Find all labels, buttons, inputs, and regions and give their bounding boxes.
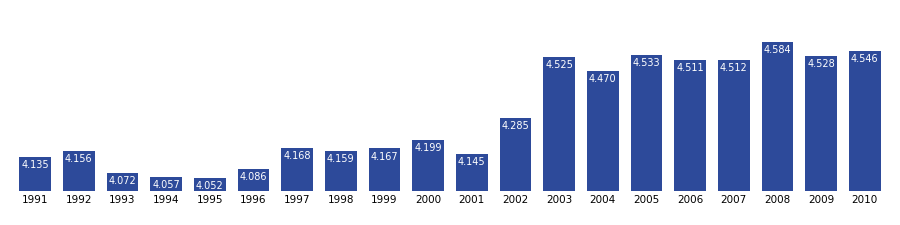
Text: 4.159: 4.159 — [327, 154, 355, 164]
Text: 4.528: 4.528 — [807, 59, 835, 69]
Text: 4.072: 4.072 — [109, 176, 137, 186]
Bar — [194, 178, 226, 191]
Text: 4.512: 4.512 — [720, 63, 748, 73]
Bar — [631, 55, 662, 191]
Bar — [587, 71, 618, 191]
Bar — [761, 42, 793, 191]
Bar — [325, 151, 356, 191]
Bar — [849, 51, 880, 191]
Text: 4.285: 4.285 — [501, 121, 529, 131]
Text: 4.135: 4.135 — [22, 160, 49, 170]
Bar — [369, 148, 400, 191]
Text: 4.511: 4.511 — [676, 63, 704, 73]
Text: 4.470: 4.470 — [589, 74, 616, 84]
Text: 4.199: 4.199 — [414, 143, 442, 153]
Text: 4.156: 4.156 — [65, 154, 93, 164]
Text: 4.525: 4.525 — [545, 60, 573, 70]
Bar — [674, 60, 706, 191]
Bar — [456, 154, 488, 191]
Text: 4.546: 4.546 — [851, 54, 878, 64]
Text: 4.086: 4.086 — [239, 172, 267, 182]
Bar — [63, 151, 94, 191]
Text: 4.168: 4.168 — [284, 151, 310, 161]
Text: 4.584: 4.584 — [764, 45, 791, 55]
Text: 4.052: 4.052 — [196, 181, 224, 191]
Bar — [544, 57, 575, 191]
Bar — [718, 60, 750, 191]
Bar — [500, 118, 531, 191]
Text: 4.167: 4.167 — [371, 151, 399, 162]
Bar — [412, 140, 444, 191]
Bar — [150, 177, 182, 191]
Bar — [20, 157, 51, 191]
Text: 4.533: 4.533 — [633, 58, 661, 68]
Bar — [238, 169, 269, 191]
Bar — [806, 56, 837, 191]
Text: 4.057: 4.057 — [152, 180, 180, 190]
Bar — [282, 148, 313, 191]
Bar — [107, 173, 139, 191]
Text: 4.145: 4.145 — [458, 157, 486, 167]
